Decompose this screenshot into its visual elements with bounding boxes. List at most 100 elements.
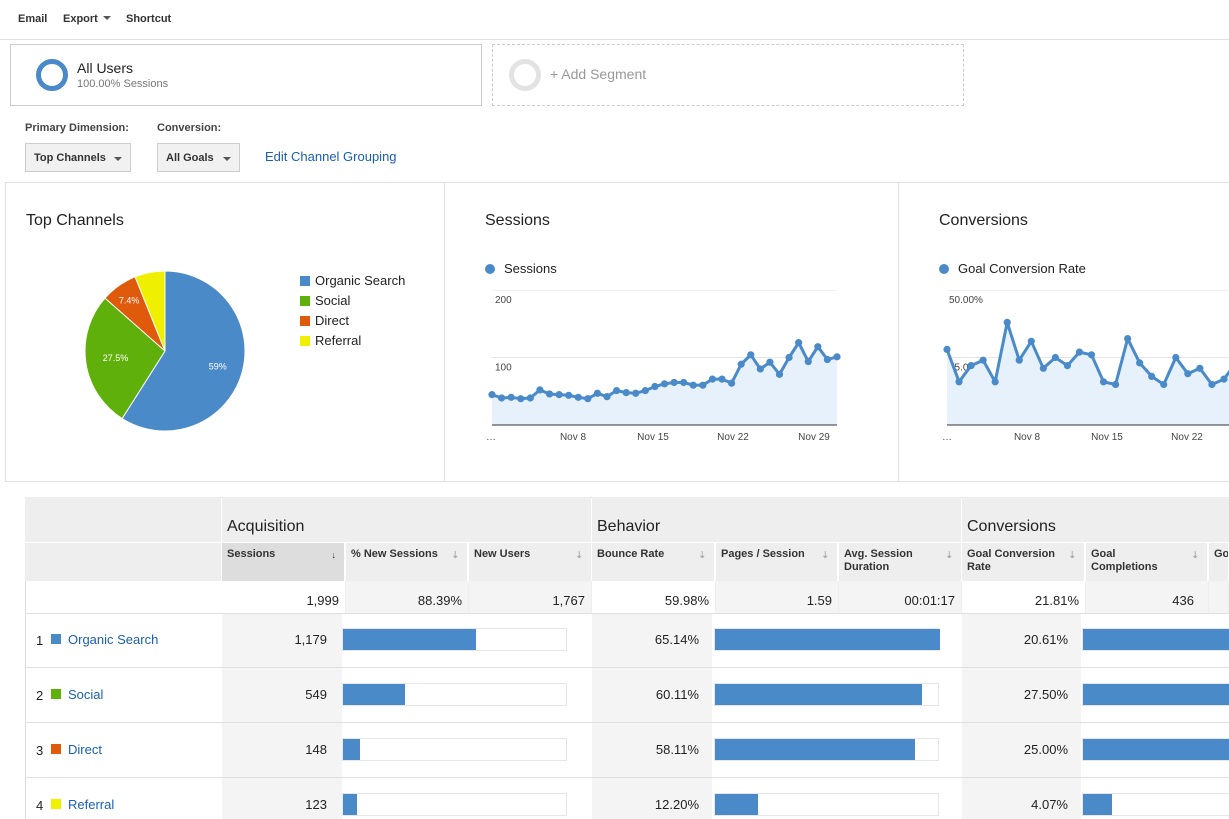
pie-slice-referral[interactable] <box>134 270 166 352</box>
data-point[interactable] <box>1075 348 1084 356</box>
data-point[interactable] <box>517 395 525 403</box>
data-point[interactable] <box>1124 335 1132 343</box>
sessions-series-legend[interactable]: Sessions <box>485 261 557 276</box>
data-point[interactable] <box>1051 353 1059 362</box>
data-point[interactable] <box>1111 380 1120 389</box>
segment-all-users[interactable]: All Users 100.00% Sessions <box>10 44 482 106</box>
data-point[interactable] <box>565 391 573 399</box>
data-point[interactable] <box>545 390 554 398</box>
data-point[interactable] <box>747 351 755 359</box>
data-point[interactable] <box>1087 351 1096 359</box>
data-point[interactable] <box>680 378 688 387</box>
data-point[interactable] <box>641 386 649 395</box>
data-point[interactable] <box>526 394 534 402</box>
data-point[interactable] <box>1063 362 1072 370</box>
shortcut-button[interactable]: Shortcut <box>126 13 172 25</box>
data-point[interactable] <box>488 391 496 399</box>
data-point[interactable] <box>584 395 592 403</box>
data-point[interactable] <box>1027 337 1035 345</box>
data-point[interactable] <box>1172 353 1180 362</box>
legend-label: Social <box>315 293 351 308</box>
data-point[interactable] <box>1003 318 1011 326</box>
series-label: Sessions <box>504 261 557 276</box>
sessions-line-chart[interactable]: 100 200 … Nov 8 Nov 15 Nov 22 Nov 29 <box>485 290 845 450</box>
channel-link[interactable]: Direct <box>68 742 102 757</box>
conversion-dropdown[interactable]: All Goals <box>157 143 240 172</box>
data-point[interactable] <box>593 389 602 397</box>
data-point[interactable] <box>622 389 630 397</box>
email-button[interactable]: Email <box>18 13 48 25</box>
export-menu[interactable]: Export <box>63 13 111 25</box>
channel-link[interactable]: Organic Search <box>68 632 159 647</box>
column-header-pages-session[interactable]: Pages / Session ⇣ <box>716 543 838 581</box>
row-number: 4 <box>36 798 44 813</box>
data-point[interactable] <box>555 391 563 399</box>
pie-slice-organic-search[interactable] <box>121 270 246 432</box>
channel-link[interactable]: Social <box>68 687 104 702</box>
column-header-goal-value[interactable]: Goal Value <box>1209 543 1229 581</box>
data-point[interactable] <box>955 378 963 386</box>
data-point[interactable] <box>574 393 582 401</box>
column-header-avg-duration[interactable]: Avg. Session Duration ⇣ <box>839 543 962 581</box>
data-point[interactable] <box>699 381 707 389</box>
data-point[interactable] <box>507 393 515 401</box>
legend-organic-search[interactable]: Organic Search <box>300 273 405 288</box>
data-point[interactable] <box>1220 375 1228 383</box>
data-point[interactable] <box>718 375 726 383</box>
data-point[interactable] <box>1184 370 1192 378</box>
data-point[interactable] <box>1099 378 1108 386</box>
data-point[interactable] <box>967 362 975 370</box>
data-point[interactable] <box>1136 359 1144 367</box>
legend-referral[interactable]: Referral <box>300 333 361 348</box>
conversions-line-chart[interactable]: 25.00% 50.00% … Nov 8 Nov 15 Nov 22 <box>940 290 1229 450</box>
data-point[interactable] <box>823 355 832 364</box>
column-header-bounce-rate[interactable]: Bounce Rate ⇣ <box>592 543 715 581</box>
data-point[interactable] <box>756 365 764 373</box>
data-point[interactable] <box>1196 364 1204 372</box>
data-point[interactable] <box>1208 380 1216 389</box>
data-point[interactable] <box>651 382 659 391</box>
data-point[interactable] <box>1148 372 1156 380</box>
data-point[interactable] <box>991 378 999 386</box>
conv-rate-bar-track <box>1082 793 1229 816</box>
data-point[interactable] <box>814 343 822 351</box>
data-point[interactable] <box>943 345 951 353</box>
x-tick-label: Nov 15 <box>1091 432 1123 443</box>
column-header-new-users[interactable]: New Users ⇣ <box>469 543 592 581</box>
pie-slice-social[interactable] <box>84 297 166 420</box>
column-header-new-sessions[interactable]: % New Sessions ⇣ <box>346 543 468 581</box>
data-point[interactable] <box>1039 364 1047 372</box>
column-header-sessions[interactable]: Sessions ↓ <box>222 543 345 581</box>
top-channels-pie[interactable]: 59% 27.5% 7.4% <box>80 265 250 437</box>
conversion-rate-series-legend[interactable]: Goal Conversion Rate <box>939 261 1086 276</box>
data-point[interactable] <box>1015 356 1023 364</box>
legend-direct[interactable]: Direct <box>300 313 349 328</box>
data-point[interactable] <box>737 360 745 368</box>
data-point[interactable] <box>804 357 812 366</box>
data-point[interactable] <box>785 353 793 362</box>
legend-social[interactable]: Social <box>300 293 350 308</box>
edit-channel-grouping-link[interactable]: Edit Channel Grouping <box>265 149 397 164</box>
data-point[interactable] <box>632 389 640 397</box>
data-point[interactable] <box>979 356 987 364</box>
data-point[interactable] <box>670 378 678 387</box>
data-point[interactable] <box>708 375 717 383</box>
data-point[interactable] <box>603 393 611 401</box>
conversions-group-title: Conversions <box>967 518 1056 535</box>
channel-link[interactable]: Referral <box>68 797 115 812</box>
data-point[interactable] <box>497 394 506 402</box>
data-point[interactable] <box>795 339 803 347</box>
add-segment-button[interactable]: + Add Segment <box>492 44 964 106</box>
data-point[interactable] <box>612 386 621 395</box>
data-point[interactable] <box>689 381 697 389</box>
data-point[interactable] <box>766 358 774 366</box>
data-point[interactable] <box>775 370 784 378</box>
data-point[interactable] <box>727 379 736 387</box>
data-point[interactable] <box>833 353 841 361</box>
data-point[interactable] <box>660 380 669 388</box>
data-point[interactable] <box>536 386 544 394</box>
data-point[interactable] <box>1160 380 1168 389</box>
primary-dimension-dropdown[interactable]: Top Channels <box>25 143 131 172</box>
column-header-conv-rate[interactable]: Goal Conversion Rate ⇣ <box>962 543 1085 581</box>
column-header-goal-completions[interactable]: Goal Completions ⇣ <box>1086 543 1208 581</box>
